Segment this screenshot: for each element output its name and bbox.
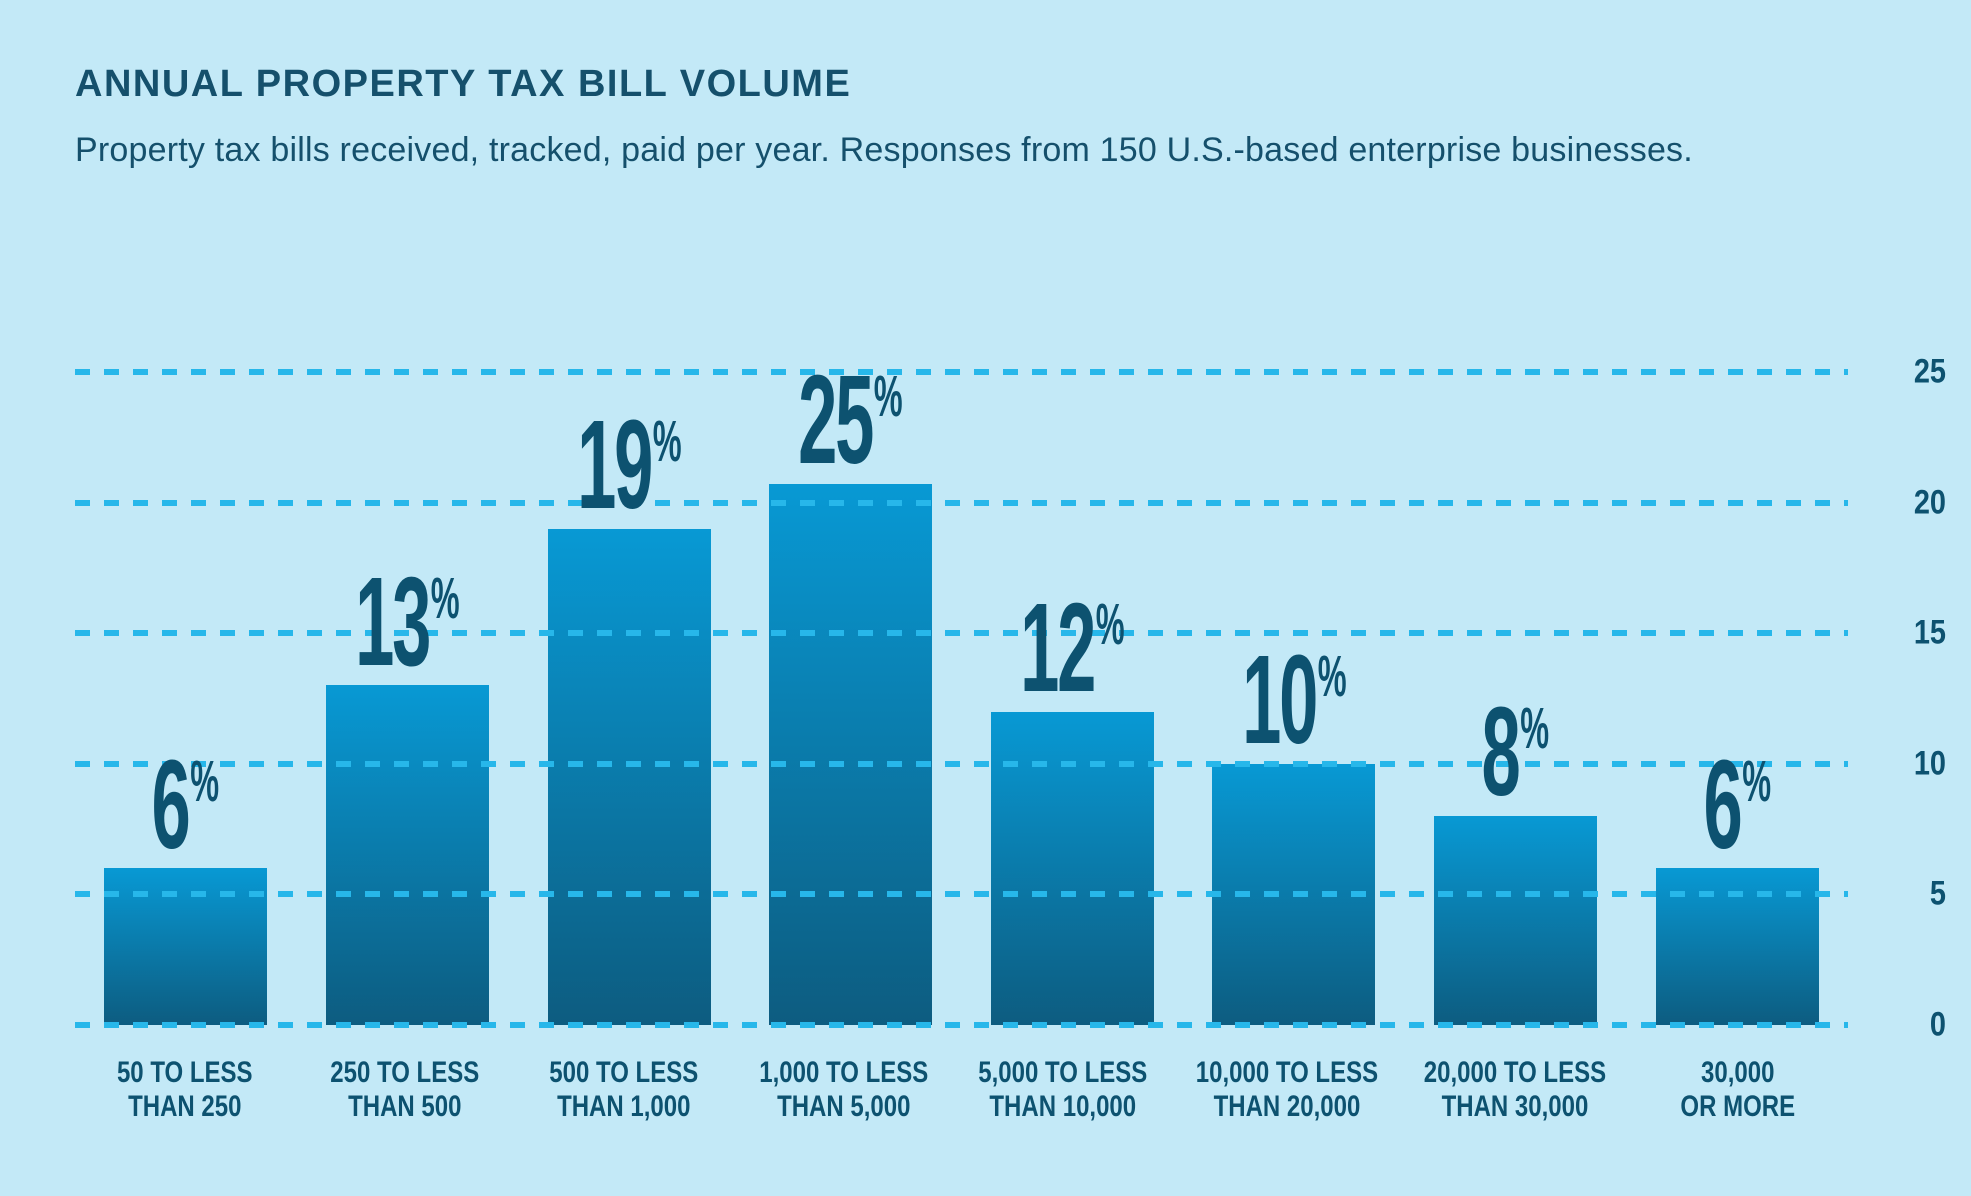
chart-subtitle: Property tax bills received, tracked, pa… [75,130,1693,169]
bar-column-2: 13% [297,372,519,1025]
bar-value-number: 6 [1703,733,1742,875]
x-axis-label-line-2: THAN 250 [128,1090,242,1124]
bar-value-number: 13 [355,550,431,692]
y-tick-label-25: 25 [1913,352,1946,391]
bar-column-3: 19% [518,372,740,1025]
gridline-0 [75,1022,1848,1028]
x-axis-label-8: 30,000 OR MORE [1650,1056,1826,1124]
x-axis-label-1: 50 TO LESS THAN 250 [97,1056,273,1124]
bar-value-number: 10 [1241,629,1318,771]
bar-columns: 6% 13% 19% 25% 12% 10% 8% 6% [75,349,1848,1025]
y-tick-label-20: 20 [1913,483,1946,522]
gridline-25 [75,369,1848,375]
percent-sign: % [1520,696,1550,762]
gridline-5 [75,891,1848,898]
x-axis-label-line-2: THAN 1,000 [557,1090,691,1124]
y-tick-label-15: 15 [1913,613,1946,652]
x-axis-label-line-1: 30,000 [1701,1056,1775,1089]
bar-column-8: 6% [1626,372,1848,1025]
bar-value-label-7: 8% [1481,681,1550,823]
y-axis-labels: 0 5 10 15 20 25 [1858,353,1946,1044]
x-axis-label-line-2: THAN 30,000 [1441,1090,1588,1124]
x-axis-label-line-2: THAN 500 [347,1090,461,1124]
gridline-15 [75,630,1848,637]
y-tick-label-10: 10 [1913,744,1946,783]
percent-sign: % [874,364,903,429]
x-axis-label-line-1: 250 TO LESS [329,1056,479,1089]
bar-5 [990,711,1154,1025]
x-axis-label-line-1: 10,000 TO LESS [1195,1056,1378,1089]
x-axis-labels: 50 TO LESS THAN 250 250 TO LESS THAN 500 500… [75,1056,1848,1124]
bar-3 [547,528,711,1025]
bar-column-1: 6% [75,372,297,1025]
bar-value-label-8: 6% [1703,733,1771,875]
chart-header: ANNUAL PROPERTY TAX BILL VOLUME Property… [75,63,1925,171]
x-axis-label-5: 5,000 TO LESS THAN 10,000 [975,1056,1151,1124]
bar-column-6: 10% [1183,372,1405,1025]
x-axis-label-line-1: 20,000 TO LESS [1423,1056,1606,1089]
x-axis-label-line-2: THAN 5,000 [776,1090,911,1124]
bar-value-number: 6 [152,733,191,875]
bar-value-label-3: 19% [576,393,682,535]
bar-value-number: 8 [1481,681,1521,823]
chart-title: ANNUAL PROPERTY TAX BILL VOLUME [75,63,852,105]
bar-value-number: 19 [576,393,653,535]
bar-value-label-4: 25% [798,349,903,490]
bar-column-4: 25% [740,349,962,1025]
bar-value-label-6: 10% [1241,629,1347,771]
x-axis-label-2: 250 TO LESS THAN 500 [316,1056,492,1124]
x-axis-label-line-1: 500 TO LESS [549,1056,699,1089]
bar-value-number: 25 [798,349,874,490]
percent-sign: % [1742,748,1771,814]
bar-value-label-1: 6% [152,733,220,875]
percent-sign: % [190,748,220,814]
bar-column-7: 8% [1405,372,1627,1025]
x-axis-label-6: 10,000 TO LESS THAN 20,000 [1195,1056,1377,1124]
bar-column-5: 12% [962,372,1184,1025]
gridline-10 [75,760,1848,767]
bar-4 [769,483,933,1025]
x-axis-label-line-1: 5,000 TO LESS [978,1056,1148,1089]
x-axis-label-line-2: OR MORE [1680,1090,1796,1124]
plot-area: 6% 13% 19% 25% 12% 10% 8% 6% [75,349,1848,1028]
bar-2 [325,685,489,1025]
bar-value-label-2: 13% [355,550,460,692]
bar-7 [1434,816,1598,1025]
bar-value-number: 12 [1020,576,1096,718]
bar-value-label-5: 12% [1020,576,1125,718]
x-axis-label-line-1: 50 TO LESS [116,1056,253,1089]
percent-sign: % [1317,644,1347,710]
percent-sign: % [1095,591,1125,657]
gridline-20 [75,499,1848,506]
x-axis-label-3: 500 TO LESS THAN 1,000 [536,1056,712,1124]
x-axis-label-line-2: THAN 10,000 [989,1090,1137,1124]
x-axis-label-line-1: 1,000 TO LESS [758,1056,928,1089]
y-tick-label-0: 0 [1929,1005,1946,1044]
x-axis-label-7: 20,000 TO LESS THAN 30,000 [1423,1056,1605,1124]
percent-sign: % [430,565,460,631]
x-axis-label-4: 1,000 TO LESS THAN 5,000 [756,1056,932,1124]
y-tick-label-5: 5 [1929,874,1946,913]
percent-sign: % [652,408,682,474]
x-axis-label-line-2: THAN 20,000 [1213,1090,1360,1124]
